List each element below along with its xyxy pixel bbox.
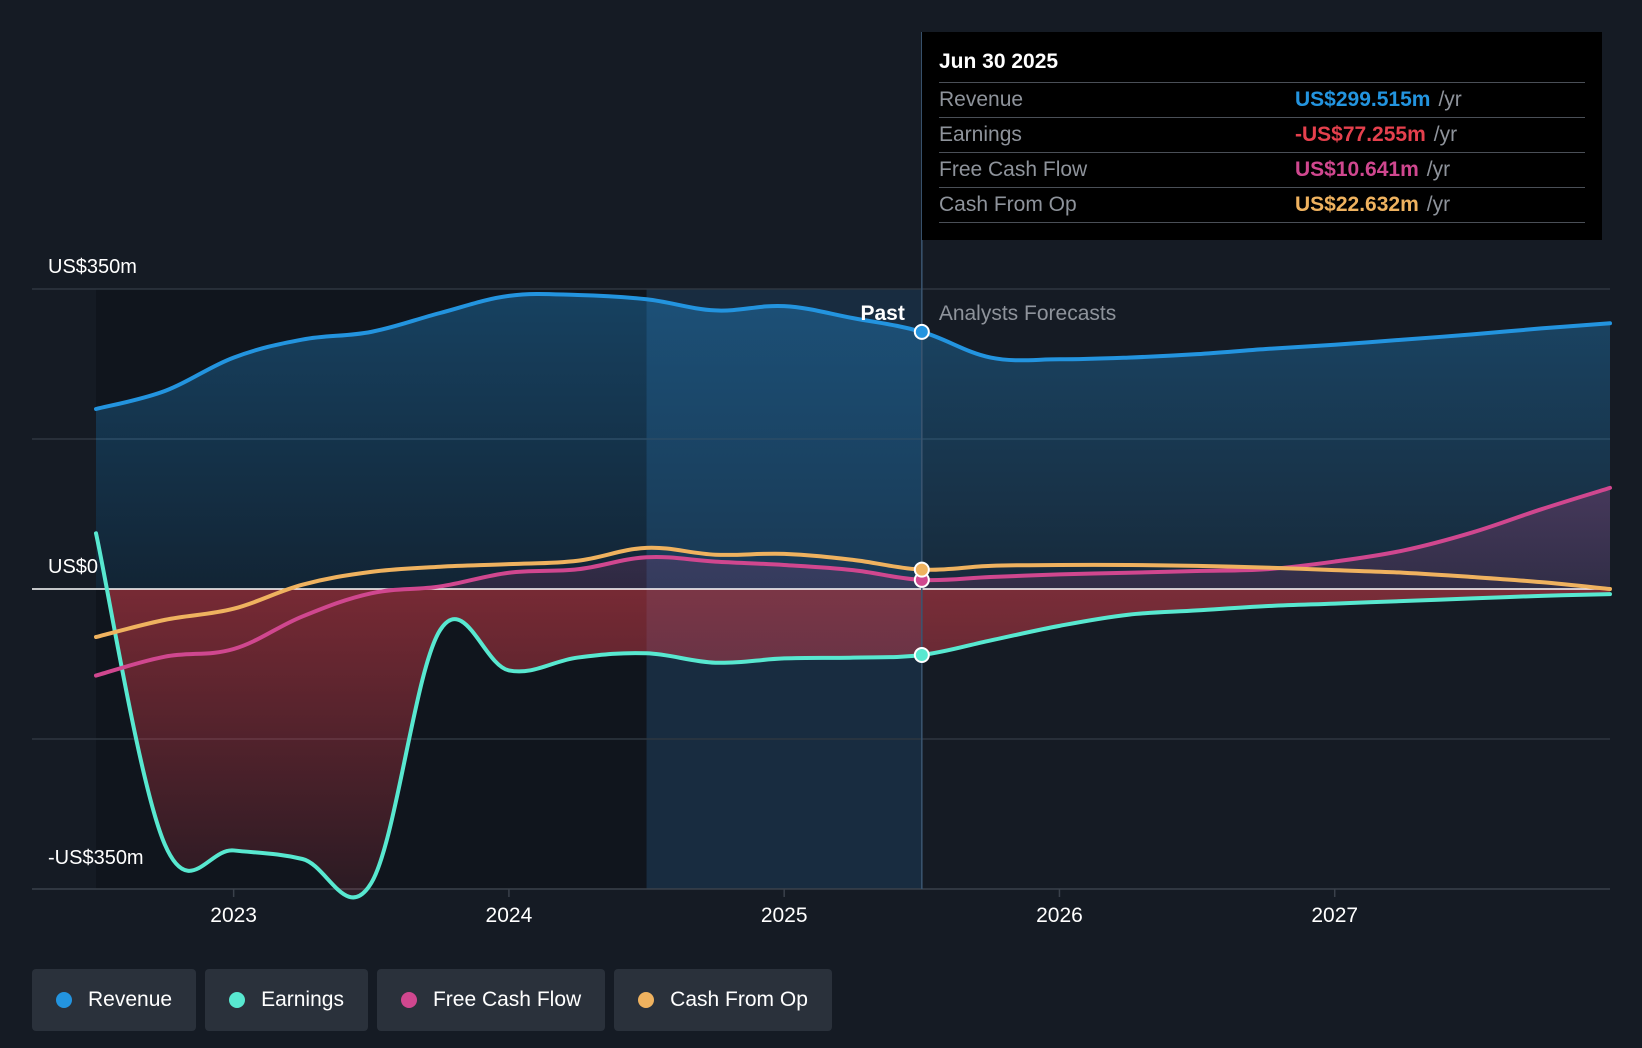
legend-item-free-cash-flow[interactable]: Free Cash Flow [376,969,606,1031]
tooltip-row-revenue: Revenue US$299.515m /yr [939,82,1585,117]
y-tick-label: -US$350m [48,847,144,869]
tooltip-unit: /yr [1438,88,1462,111]
tooltip-value: -US$77.255m [1295,123,1426,146]
legend-label: Free Cash Flow [432,988,582,1011]
cash-from-op-dot-icon [638,992,655,1008]
legend-label: Earnings [261,988,344,1011]
tooltip-label: Earnings [939,123,1022,146]
tooltip-label: Revenue [939,88,1024,111]
tooltip-label: Free Cash Flow [939,158,1088,181]
tooltip-value: US$299.515m [1295,88,1431,111]
x-tick-label: 2027 [1311,904,1358,927]
x-tick-label: 2023 [210,904,257,927]
tooltip-row-cash-from-op: Cash From Op US$22.632m /yr [939,187,1585,223]
x-tick-label: 2026 [1036,904,1083,927]
earnings-negative-area [96,589,1610,898]
x-tick-label: 2025 [761,904,808,927]
revenue-line [94,291,1612,411]
tooltip-row-free-cash-flow: Free Cash Flow US$10.641m /yr [939,152,1585,187]
tooltip-date: Jun 30 2025 [939,50,1059,73]
revenue-marker [913,323,930,340]
tooltip-value: US$10.641m [1295,158,1419,181]
free-cash-flow-dot-icon [400,992,417,1008]
cash-from-op-marker [913,561,930,578]
y-tick-label: US$0 [48,556,98,578]
legend-label: Cash From Op [670,988,808,1011]
legend-item-earnings[interactable]: Earnings [205,969,368,1031]
earnings-line [94,531,1612,900]
forecast-label: Analysts Forecasts [939,302,1116,325]
earnings-dot-icon [229,992,246,1008]
tooltip: Jun 30 2025 Revenue US$299.515m /yr Earn… [922,32,1602,240]
past-label: Past [860,302,904,325]
free-cash-flow-area [96,487,1610,589]
cash-from-op-line [94,545,1612,639]
tooltip-value: US$22.632m [1295,193,1419,216]
tooltip-unit: /yr [1426,193,1451,216]
y-tick-label: US$350m [48,256,137,278]
legend-label: Revenue [88,988,173,1011]
tooltip-unit: /yr [1426,158,1451,181]
tooltip-label: Cash From Op [939,193,1077,216]
tooltip-unit: /yr [1433,123,1458,146]
legend-item-cash-from-op[interactable]: Cash From Op [614,969,832,1031]
legend: Revenue Earnings Free Cash Flow Cash Fro… [32,969,832,1031]
earnings-marker [913,647,930,663]
x-tick-label: 2024 [486,904,533,927]
revenue-dot-icon [56,992,72,1008]
free-cash-flow-line [94,485,1612,678]
tooltip-row-earnings: Earnings -US$77.255m /yr [939,117,1585,152]
revenue-area [96,293,1610,589]
legend-item-revenue[interactable]: Revenue [32,969,197,1031]
